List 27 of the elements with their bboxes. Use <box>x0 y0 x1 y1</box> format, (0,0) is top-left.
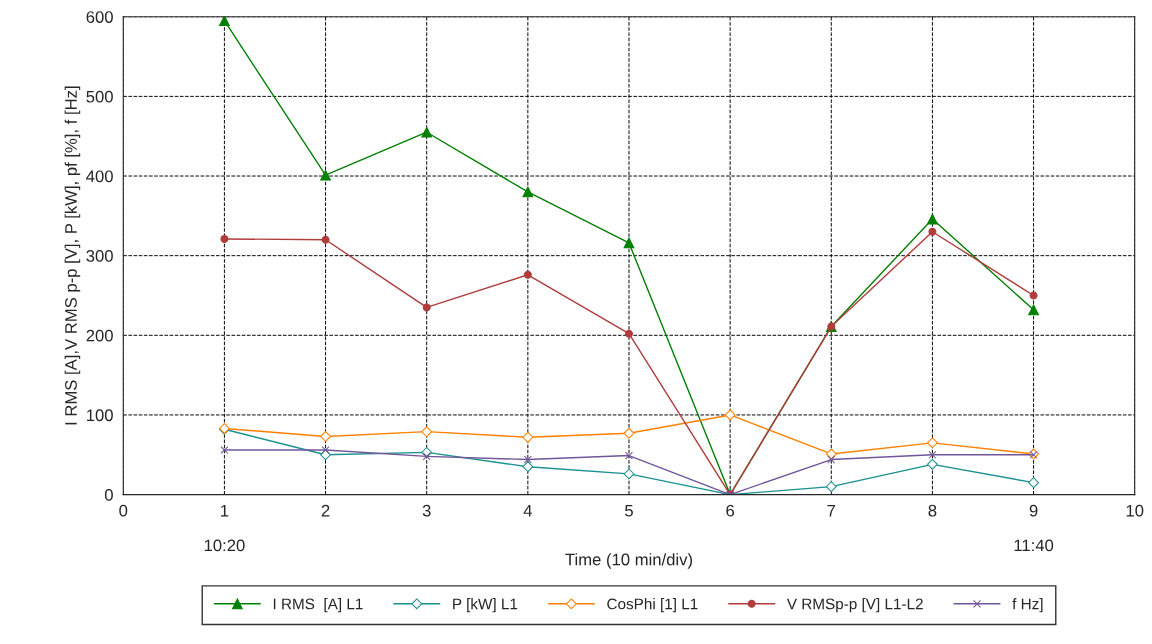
legend-label: CosPhi [1] L1 <box>607 598 698 613</box>
x-tick-label: 5 <box>625 504 633 517</box>
x-tick-label: 0 <box>119 504 128 517</box>
y-tick-label: 100 <box>87 409 113 422</box>
x-tick-label: 2 <box>321 504 330 517</box>
x-tick-label: 9 <box>1029 504 1038 517</box>
y-tick-label: 500 <box>86 90 113 103</box>
y-tick-label: 600 <box>86 11 113 23</box>
x-tick-label: 1 <box>221 504 229 517</box>
x-tick-label: 8 <box>928 504 937 517</box>
text: 11:40 <box>1014 539 1054 552</box>
x-tick-label: 6 <box>726 504 735 517</box>
y-tick-label: 400 <box>86 170 113 183</box>
y-tick-label: 300 <box>86 250 113 262</box>
y-tick-label: 200 <box>86 329 113 342</box>
x-axis-title: Time (10 min/div) <box>565 553 693 569</box>
x-tick-label: 7 <box>827 504 836 517</box>
x-tick-label: 4 <box>523 504 532 517</box>
legend-label: P [kW] L1 <box>453 598 518 613</box>
y-tick-label: 0 <box>104 488 113 501</box>
x-tick-label: 10 <box>1126 504 1144 517</box>
legend-label: V RMSp-p [V] L1-L2 <box>786 598 923 613</box>
text: 10:20 <box>204 539 245 552</box>
legend-label: f Hz] <box>1012 598 1043 613</box>
x-tick-label: 3 <box>422 504 431 517</box>
y-axis-title: I RMS [A],V RMS p-p [V], P [kW], pf [%], f [Hz] <box>64 86 81 425</box>
legend-label: I RMS [A] L1 <box>273 598 363 613</box>
